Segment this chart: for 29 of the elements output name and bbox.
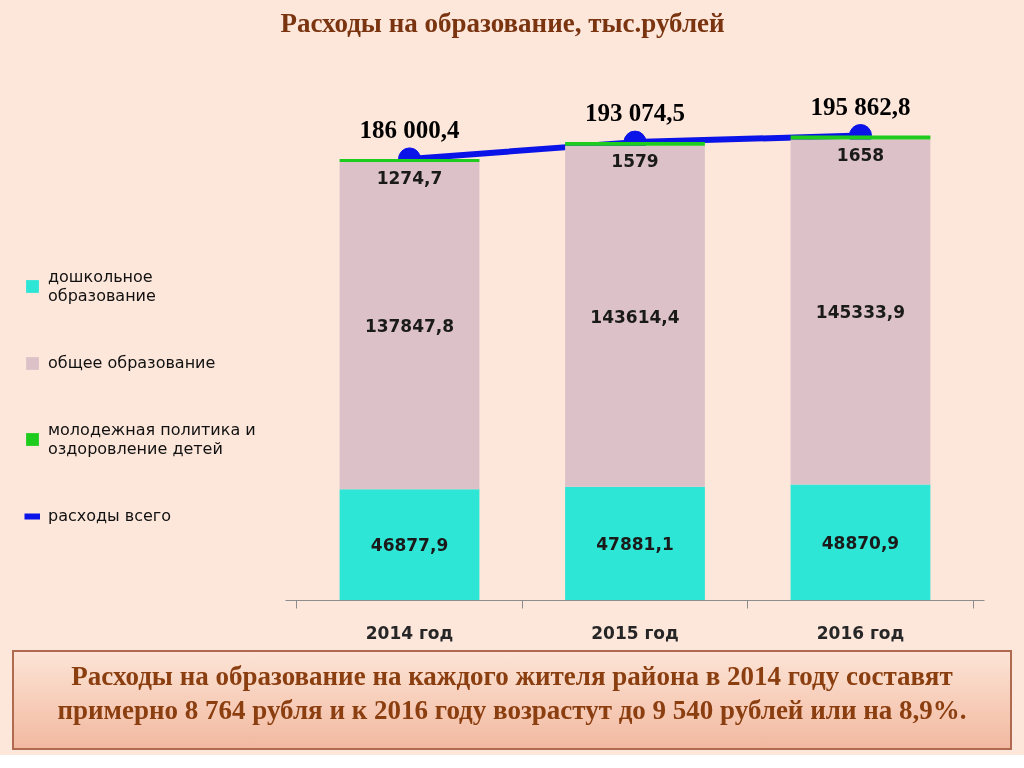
x-tick-label: 2015 год — [591, 622, 679, 643]
data-label: 46877,9 — [370, 535, 449, 556]
bar — [790, 484, 931, 601]
bar — [339, 158, 480, 162]
bar — [339, 489, 480, 601]
data-label: 195 862,8 — [810, 92, 911, 120]
data-label: 145333,9 — [815, 302, 906, 323]
bar — [565, 486, 705, 601]
data-label: 1579 — [611, 151, 659, 172]
legend-label: молодежная политика и оздоровление детей — [48, 420, 256, 458]
legend-label: дошкольное образование — [48, 267, 156, 305]
x-tick-label: 2014 год — [365, 622, 454, 643]
data-label: 1658 — [836, 144, 885, 165]
data-label: 143614,4 — [590, 306, 680, 327]
data-label: 186 000,4 — [359, 115, 461, 143]
bar — [339, 161, 480, 490]
bar — [565, 145, 705, 487]
text: Расходы на образование на каждого жителя района в 2014 году составят примерно 8 764 рубля и к 2016 году возрастут до 9 540 рублей или на 8,9%. — [56, 660, 968, 727]
legend-label: общее образование — [48, 353, 216, 372]
data-label: 1274,7 — [376, 167, 443, 188]
data-label: 48870,9 — [821, 532, 900, 553]
bar — [790, 139, 931, 485]
text: Расходы на образование, тыс.рублей — [280, 7, 725, 38]
bar — [565, 142, 705, 146]
data-label: 47881,1 — [596, 534, 674, 555]
data-label: 193 074,5 — [585, 99, 685, 127]
legend-label: расходы всего — [48, 506, 172, 525]
x-tick-label: 2016 год — [816, 622, 905, 643]
data-label: 137847,8 — [364, 316, 455, 337]
